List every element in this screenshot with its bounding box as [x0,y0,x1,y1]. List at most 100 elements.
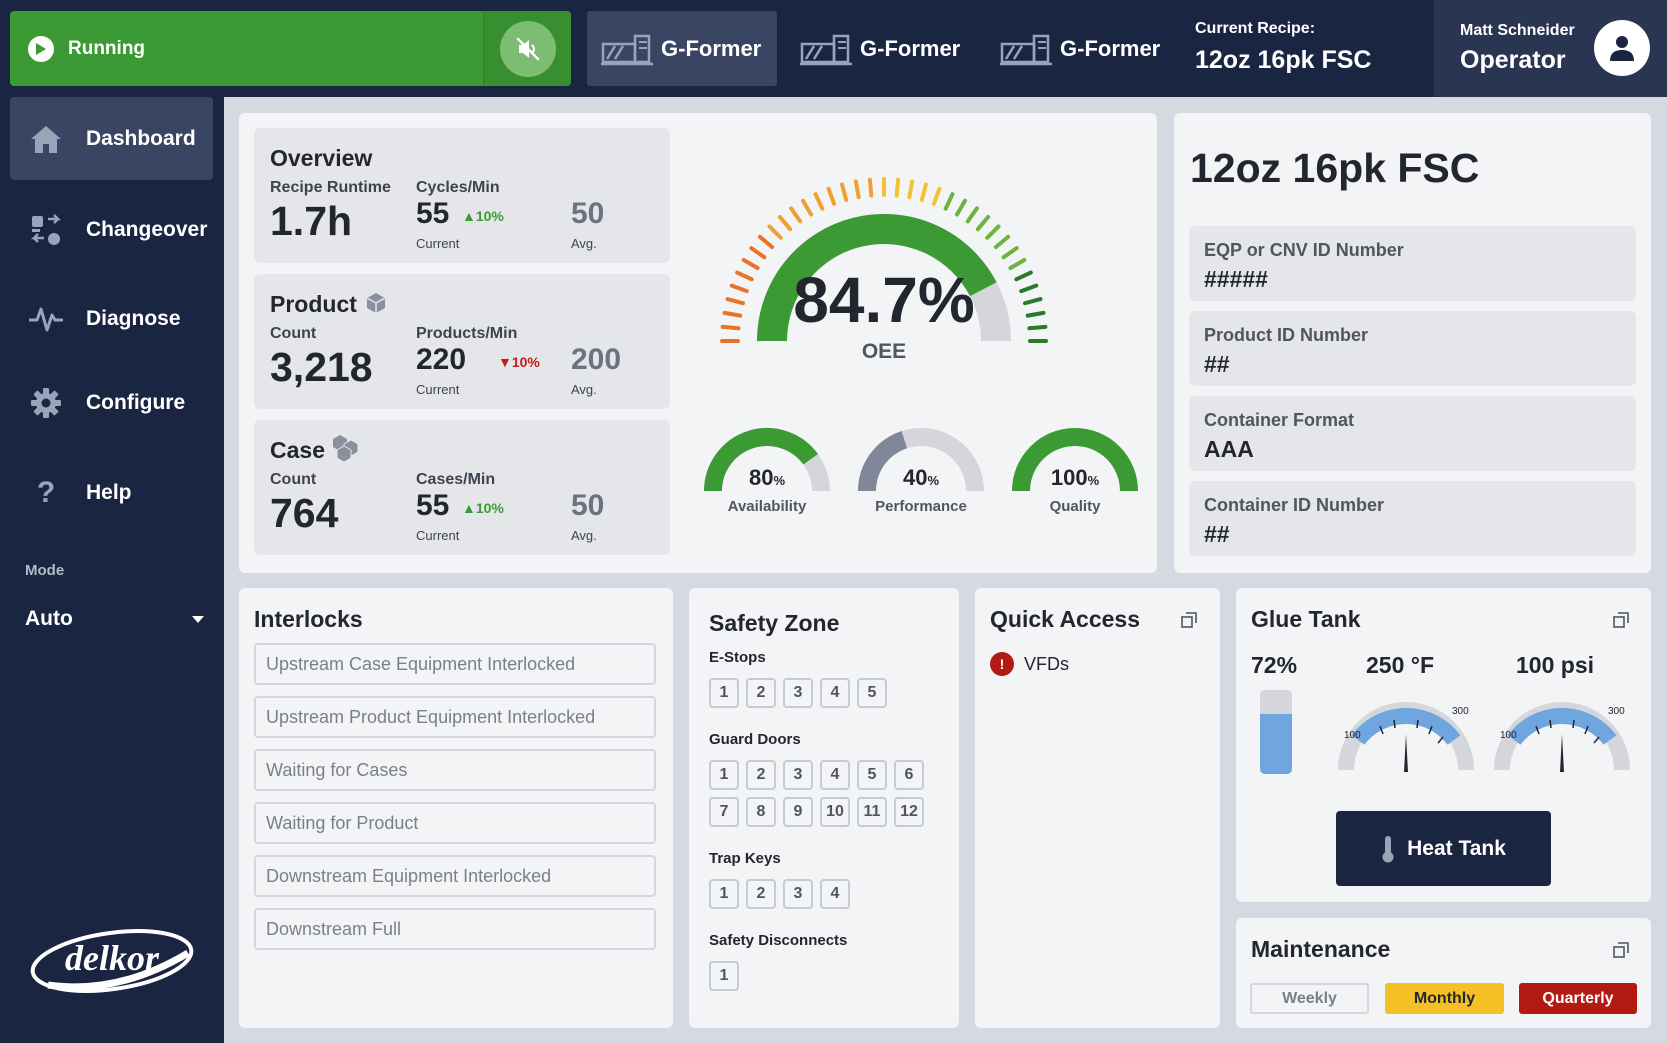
temperature-gauge-ticks [1379,719,1444,744]
maintenance-quarterly-button[interactable]: Quarterly [1519,983,1637,1014]
pressure-gauge-needle [1560,734,1564,772]
changeover-icon [30,213,62,245]
popout-icon[interactable] [1181,612,1197,628]
pulse-icon [29,307,63,331]
maintenance-title: Maintenance [1251,936,1391,962]
estops-label: E-Stops [709,649,766,666]
machine-icon [601,34,653,65]
machine-icon [1000,34,1052,65]
availability-arc [704,428,830,492]
mode-select[interactable]: Auto [25,607,205,631]
sidebar-item-help[interactable]: ? Help [10,451,213,534]
field-value: ## [1204,521,1230,547]
oee-gauge-tick [725,297,745,306]
oee-gauge-tick [749,246,767,260]
oee-gauge-tick [1027,324,1048,331]
sidebar-item-dashboard[interactable]: Dashboard [10,97,213,180]
popout-icon[interactable] [1613,612,1629,628]
machine-status[interactable]: Running [10,11,571,86]
oee-gauge-tick [1008,258,1027,270]
mute-area [483,11,571,86]
oee-gauge-tick [1023,297,1043,306]
machine-icon [800,34,852,65]
avatar[interactable] [1594,20,1650,76]
field-label: Container ID Number [1204,495,1385,515]
thermometer-icon [1382,835,1394,862]
oee-gauge-tick [943,192,955,211]
oee-value: 84.7% [793,264,975,336]
temperature-gauge-min: 100 [1344,730,1361,741]
trap-key-button[interactable]: 3 [783,879,813,909]
oee-gauge-tick [741,258,760,270]
guard-door-button[interactable]: 1 [709,760,739,790]
quality-arc [1012,428,1138,492]
user-menu[interactable]: Matt Schneider Operator [1434,0,1667,97]
guard-door-button[interactable]: 6 [894,760,924,790]
oee-gauge-ticks [720,177,1048,343]
oee-gauge-tick [965,206,979,224]
safety-disconnect-button[interactable]: 1 [709,961,739,991]
machine-tab-2[interactable]: G-Former [800,11,960,86]
product-title: Product [270,291,357,317]
machine-tab-1[interactable]: G-Former [587,11,777,86]
trap-key-button[interactable]: 4 [820,879,850,909]
popout-icon[interactable] [1613,942,1629,958]
glue-tank-title: Glue Tank [1251,606,1361,632]
machine-tab-label: G-Former [1060,35,1161,61]
machine-tab-3[interactable]: G-Former [1000,11,1160,86]
sidebar-item-changeover[interactable]: Changeover [10,188,213,271]
oee-gauge-tick [1001,246,1019,260]
guard-doors-row-2: 7 8 9 10 11 12 [709,797,924,827]
maintenance-monthly-button[interactable]: Monthly [1385,983,1504,1014]
guard-doors-row-1: 1 2 3 4 5 6 [709,760,924,790]
guard-door-button[interactable]: 4 [820,760,850,790]
status-label: Running [68,37,146,59]
safety-zone-title: Safety Zone [709,610,840,636]
container-format-field: Container Format AAA [1189,396,1636,471]
guard-door-button[interactable]: 5 [857,760,887,790]
guard-door-button[interactable]: 7 [709,797,739,827]
user-name: Matt Schneider [1460,22,1575,39]
quick-access-item-vfds[interactable]: ! VFDs [990,652,1069,676]
overview-panel: Overview Recipe Runtime 1.7h Cycles/Min … [254,128,670,263]
cycles-avg: 50 [571,197,605,230]
guard-door-button[interactable]: 2 [746,760,776,790]
guard-door-button[interactable]: 10 [820,797,850,827]
oee-gauge-fill [757,214,997,342]
sidebar-item-label: Diagnose [86,306,181,330]
top-bar: Running G-Former [0,0,1667,97]
availability-gauge: 80% Availability [700,425,834,535]
oee-gauge-tick [1025,310,1046,318]
field-value: ##### [1204,266,1268,292]
product-box-icon [366,293,386,313]
mute-button[interactable] [499,20,556,77]
estop-button[interactable]: 5 [857,678,887,708]
logo-text: delkor [65,938,160,978]
glue-level-fill [1260,713,1292,774]
guard-door-button[interactable]: 3 [783,760,813,790]
current-recipe: Current Recipe: 12oz 16pk FSC [1195,20,1371,75]
quality-value: 100% [1050,465,1100,490]
estop-button[interactable]: 2 [746,678,776,708]
sidebar-item-diagnose[interactable]: Diagnose [10,277,213,360]
guard-door-button[interactable]: 9 [783,797,813,827]
interlocks-title: Interlocks [254,606,363,632]
maintenance-weekly-button[interactable]: Weekly [1250,983,1369,1014]
trap-keys-row: 1 2 3 4 [709,879,850,909]
oee-gauge-tick [955,198,967,217]
sidebar-item-configure[interactable]: Configure [10,361,213,444]
heat-tank-button[interactable]: Heat Tank [1336,811,1551,886]
oee-gauge-tick [985,224,1001,240]
trap-key-button[interactable]: 2 [746,879,776,909]
product-rate-current: 220 [416,343,467,376]
oee-gauge-tick [735,270,754,282]
guard-door-button[interactable]: 12 [894,797,924,827]
estop-button[interactable]: 4 [820,678,850,708]
guard-door-button[interactable]: 11 [857,797,887,827]
guard-door-button[interactable]: 8 [746,797,776,827]
estop-button[interactable]: 1 [709,678,739,708]
glue-temp-value: 250 °F [1366,652,1435,678]
trap-key-button[interactable]: 1 [709,879,739,909]
oee-gauge-tick [975,214,991,232]
estop-button[interactable]: 3 [783,678,813,708]
